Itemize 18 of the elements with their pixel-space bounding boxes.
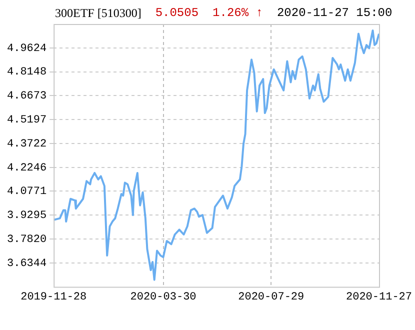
y-tick-label: 4.9624	[6, 42, 47, 55]
text: 2020-11-27 15:00	[276, 6, 392, 21]
y-tick-label: 3.7820	[6, 234, 47, 246]
y-tick-label: 4.3722	[6, 138, 47, 150]
y-tick-label: 4.5197	[6, 114, 47, 126]
y-tick-label: 3.9295	[6, 210, 47, 222]
y-tick-label: 3.6344	[6, 258, 47, 270]
y-tick-label: 4.2246	[6, 162, 47, 174]
text: 1.26% ↑	[212, 6, 263, 21]
y-tick-label: 4.8148	[6, 66, 47, 79]
text: 5.0505	[155, 6, 199, 21]
x-tick-label: 2020-07-29	[238, 291, 304, 304]
x-tick-label: 2019-11-28	[20, 291, 87, 304]
y-tick-label: 4.6673	[6, 90, 47, 103]
x-tick-label: 2020-03-30	[130, 291, 196, 304]
y-tick-label: 4.0771	[6, 186, 47, 198]
x-tick-label: 2020-11-27	[346, 291, 412, 304]
chart-title: 300ETF [510300]	[55, 6, 142, 21]
